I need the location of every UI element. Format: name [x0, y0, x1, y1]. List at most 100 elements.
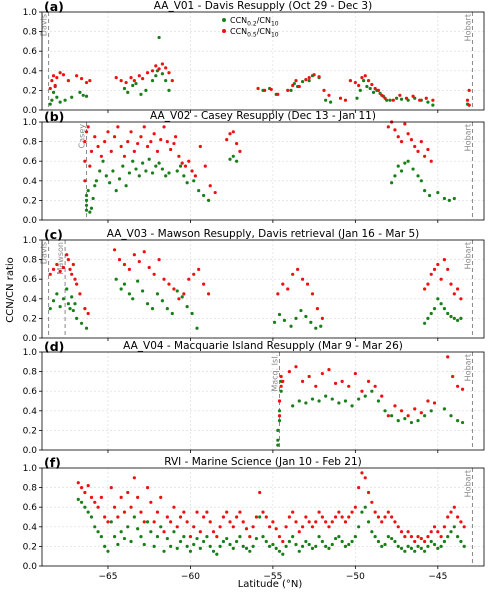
data-point-ccn02 — [48, 307, 52, 311]
y-tick-label: 0.6 — [23, 157, 38, 167]
data-point-ccn02 — [426, 544, 430, 549]
data-point-ccn05 — [291, 272, 295, 276]
data-point-ccn02 — [182, 535, 186, 539]
data-point-ccn02 — [114, 277, 118, 281]
data-point-ccn02 — [98, 169, 102, 173]
data-point-ccn05 — [178, 515, 183, 519]
data-point-ccn02 — [131, 297, 135, 301]
data-point-ccn05 — [129, 76, 133, 80]
data-point-ccn05 — [436, 530, 440, 534]
data-point-ccn02 — [300, 544, 305, 549]
data-point-ccn02 — [423, 189, 427, 193]
data-point-ccn05 — [327, 93, 331, 97]
data-point-ccn05 — [76, 481, 80, 485]
data-point-ccn02 — [353, 535, 357, 539]
data-point-ccn02 — [190, 311, 194, 316]
data-point-ccn05 — [317, 510, 321, 514]
data-point-ccn02 — [304, 401, 308, 405]
data-point-ccn05 — [360, 389, 364, 393]
data-point-ccn05 — [360, 76, 364, 80]
data-point-ccn05 — [307, 374, 311, 379]
data-point-ccn02 — [93, 184, 97, 188]
data-point-ccn02 — [101, 159, 105, 163]
data-point-ccn05 — [386, 510, 390, 514]
data-point-ccn02 — [71, 308, 75, 313]
data-point-ccn05 — [88, 164, 92, 168]
data-point-ccn02 — [403, 417, 407, 421]
data-point-ccn02 — [452, 316, 456, 320]
data-point-ccn02 — [129, 539, 133, 544]
data-point-ccn05 — [114, 76, 118, 80]
data-point-ccn05 — [126, 140, 130, 144]
y-tick-label: 0.2 — [23, 86, 37, 96]
data-point-ccn02 — [282, 318, 287, 322]
data-point-ccn02 — [413, 549, 417, 553]
data-point-ccn05 — [386, 125, 390, 129]
data-point-ccn02 — [337, 535, 341, 539]
data-point-ccn05 — [399, 140, 404, 144]
data-point-ccn05 — [78, 292, 82, 296]
data-point-ccn02 — [150, 171, 155, 175]
data-point-ccn02 — [370, 389, 374, 393]
data-point-ccn02 — [427, 193, 432, 198]
data-point-ccn05 — [164, 66, 168, 70]
data-point-ccn02 — [84, 208, 89, 212]
data-point-ccn02 — [55, 292, 59, 296]
data-point-ccn02 — [61, 297, 66, 301]
data-point-ccn05 — [103, 140, 107, 144]
data-point-ccn05 — [324, 520, 328, 524]
data-point-ccn05 — [228, 132, 232, 136]
data-point-ccn02 — [350, 404, 354, 408]
data-point-ccn05 — [145, 144, 150, 149]
data-point-ccn05 — [228, 520, 232, 524]
data-point-ccn02 — [300, 79, 305, 84]
data-point-ccn02 — [396, 164, 400, 168]
data-point-ccn02 — [165, 307, 169, 311]
data-point-ccn02 — [134, 81, 138, 86]
data-point-ccn02 — [79, 500, 84, 504]
data-point-ccn02 — [124, 184, 128, 188]
data-point-ccn05 — [297, 84, 301, 89]
data-point-ccn02 — [70, 95, 74, 99]
data-point-ccn05 — [75, 74, 79, 78]
y-tick-label: 0.2 — [23, 196, 37, 206]
data-point-ccn05 — [183, 164, 188, 168]
data-point-ccn05 — [192, 525, 196, 529]
data-point-ccn02 — [456, 318, 460, 322]
data-point-ccn05 — [187, 159, 191, 163]
data-point-ccn02 — [376, 399, 381, 403]
data-point-ccn05 — [347, 384, 351, 388]
data-point-ccn02 — [76, 497, 80, 501]
data-point-ccn02 — [449, 530, 453, 534]
data-point-ccn05 — [75, 282, 79, 286]
data-point-ccn05 — [124, 80, 128, 85]
y-tick-label: 0.8 — [23, 484, 38, 494]
data-point-ccn02 — [144, 169, 148, 173]
data-point-ccn05 — [51, 267, 56, 271]
data-point-ccn02 — [167, 171, 171, 175]
data-point-ccn02 — [291, 535, 295, 539]
data-point-ccn02 — [419, 546, 423, 550]
data-point-ccn05 — [406, 530, 410, 534]
data-point-ccn02 — [167, 88, 171, 92]
data-point-ccn05 — [71, 262, 75, 267]
data-point-ccn02 — [136, 527, 140, 531]
data-point-ccn02 — [149, 530, 153, 534]
data-point-ccn02 — [459, 539, 463, 544]
data-point-ccn05 — [399, 409, 404, 413]
data-point-ccn02 — [147, 157, 151, 161]
data-point-ccn05 — [55, 76, 59, 80]
data-point-ccn02 — [84, 326, 89, 330]
data-point-ccn02 — [277, 312, 282, 317]
data-point-ccn05 — [99, 154, 103, 158]
data-point-ccn02 — [363, 394, 367, 398]
data-point-ccn02 — [231, 546, 235, 550]
data-point-ccn05 — [96, 505, 100, 509]
data-point-ccn05 — [264, 515, 268, 519]
data-point-ccn02 — [155, 535, 160, 539]
data-point-ccn05 — [456, 515, 460, 519]
panel-2: Davis Mawson Hobart 0.0 0.2 0.4 0.6 0.8 1.0 (c) AA… — [23, 227, 485, 344]
data-point-ccn05 — [221, 515, 226, 519]
data-point-ccn02 — [449, 414, 453, 418]
